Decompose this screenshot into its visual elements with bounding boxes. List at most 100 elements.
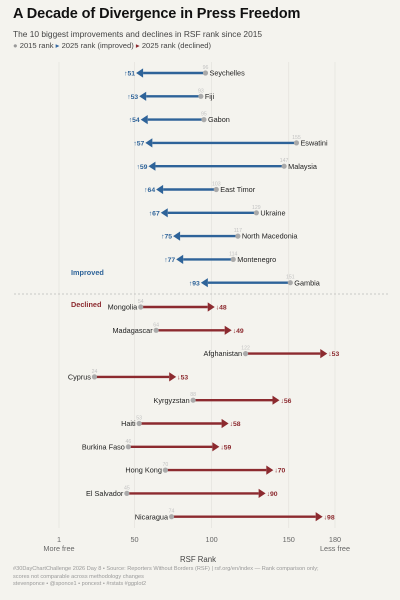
arrowhead-2025-rank [139, 91, 147, 101]
country-label: Kyrgyzstan [154, 396, 190, 405]
change-label: ↑67 [149, 210, 160, 217]
caption: #30DayChartChallenge 2026 Day 8 • Source… [13, 566, 393, 589]
rank-2015-label: 147 [280, 158, 289, 164]
rank-2015-label: 93 [198, 88, 204, 94]
dot-2015-rank [91, 374, 98, 380]
change-label: ↑93 [189, 280, 200, 287]
dot-2015-rank [124, 490, 130, 496]
dot-2015-rank [253, 210, 259, 216]
change-label: ↓58 [230, 421, 241, 428]
rank-2015-label: 155 [292, 135, 301, 141]
rank-2015-label: 74 [169, 509, 175, 515]
chart-title: A Decade of Divergence in Press Freedom [13, 6, 301, 22]
change-label: ↑53 [127, 94, 138, 101]
change-label: ↑75 [161, 234, 172, 241]
arrowhead-2025-rank [160, 208, 168, 218]
rank-2015-label: 151 [286, 275, 295, 281]
country-label: Montenegro [237, 255, 276, 264]
dot-2015-rank [230, 256, 236, 262]
legend-improved-marker: ▸ [55, 41, 60, 50]
country-label: Fiji [205, 92, 215, 101]
change-label: ↑57 [133, 141, 144, 148]
rank-2015-label: 70 [163, 462, 169, 468]
rank-2015-label: 122 [241, 346, 250, 352]
change-label: ↓49 [233, 328, 244, 335]
country-label: Burkina Faso [82, 442, 125, 451]
country-label: Gambia [294, 278, 320, 287]
rank-2015-label: 129 [252, 205, 261, 211]
country-label: East Timor [220, 185, 255, 194]
dot-2015-rank [168, 514, 175, 520]
legend: ● 2015 rank ▸ 2025 rank (improved) ▸ 202… [13, 41, 211, 50]
country-label: Malaysia [288, 162, 318, 171]
arrowhead-2025-rank [176, 254, 184, 264]
dot-2015-rank [281, 163, 287, 169]
dot-2015-rank [235, 233, 241, 239]
arrowhead-2025-rank [148, 161, 156, 171]
arrowhead-2025-rank [136, 68, 144, 78]
arrowhead-2025-rank [221, 418, 229, 429]
country-label: Mongolia [108, 303, 139, 312]
x-axis-title: RSF Rank [180, 555, 216, 564]
x-tick-label: 150 [283, 535, 295, 544]
rank-2015-label: 117 [234, 228, 242, 234]
legend-declined-label: 2025 rank (declined) [141, 41, 212, 50]
change-label: ↑54 [129, 117, 140, 124]
rank-2015-label: 46 [125, 439, 131, 445]
x-tick-sublabel: Less free [320, 544, 350, 553]
country-label: Cyprus [68, 373, 91, 382]
country-label: Afghanistan [204, 349, 243, 358]
country-label: Gabon [208, 115, 230, 124]
rank-2015-label: 88 [190, 392, 196, 398]
arrowhead-2025-rank [169, 372, 177, 382]
dot-2015-rank [162, 467, 168, 473]
change-label: ↑77 [164, 257, 175, 264]
change-label: ↓53 [328, 351, 339, 358]
x-tick-label: 180 [329, 535, 341, 544]
dot-2015-rank [198, 93, 204, 99]
x-tick-label: 1 [57, 535, 61, 544]
dot-2015-rank [242, 351, 249, 357]
arrowhead-2025-rank [315, 512, 323, 522]
arrowhead-2025-rank [173, 231, 181, 241]
country-label: North Macedonia [242, 232, 299, 241]
dot-2015-rank [153, 327, 159, 333]
legend-declined-marker: ▸ [135, 41, 140, 50]
rank-2015-label: 114 [229, 251, 237, 257]
rank-2015-label: 45 [124, 485, 130, 491]
arrowhead-2025-rank [320, 349, 328, 359]
arrowhead-2025-rank [272, 395, 280, 405]
x-tick-label: 100 [206, 535, 218, 544]
legend-2015-label: 2015 rank [19, 41, 54, 50]
x-tick-label: 50 [130, 535, 138, 544]
x-tick-sublabel: More free [43, 544, 74, 553]
arrowhead-2025-rank [145, 138, 153, 148]
dot-2015-rank [202, 70, 209, 76]
legend-2015-marker: ● [13, 41, 18, 50]
change-label: ↓59 [220, 444, 231, 451]
rank-2015-label: 53 [136, 416, 142, 422]
country-label: Hong Kong [125, 466, 162, 475]
rank-2015-label: 95 [201, 112, 207, 118]
arrowhead-2025-rank [212, 442, 220, 452]
dot-2015-rank [201, 117, 207, 123]
arrowhead-2025-rank [207, 302, 215, 312]
change-label: ↑51 [124, 71, 135, 78]
change-label: ↓90 [267, 491, 278, 498]
change-label: ↓98 [324, 514, 335, 521]
change-label: ↓48 [216, 305, 227, 312]
change-label: ↓70 [274, 468, 285, 475]
dot-2015-rank [213, 186, 219, 193]
rank-2015-label: 54 [138, 299, 144, 305]
group-label-declined: Declined [71, 300, 101, 309]
legend-improved-label: 2025 rank (improved) [61, 41, 134, 50]
change-label: ↓53 [177, 375, 188, 382]
dot-2015-rank [190, 397, 196, 403]
caption-source: #30DayChartChallenge 2026 Day 8 • Source… [13, 566, 319, 572]
caption-credits: stevenponce • @sponce1 • poncest • #rsta… [13, 581, 147, 587]
dot-2015-rank [138, 304, 144, 310]
country-label: Haiti [121, 419, 136, 428]
arrowhead-2025-rank [224, 325, 232, 335]
change-label: ↑64 [144, 187, 155, 194]
dot-2015-rank [125, 444, 131, 450]
